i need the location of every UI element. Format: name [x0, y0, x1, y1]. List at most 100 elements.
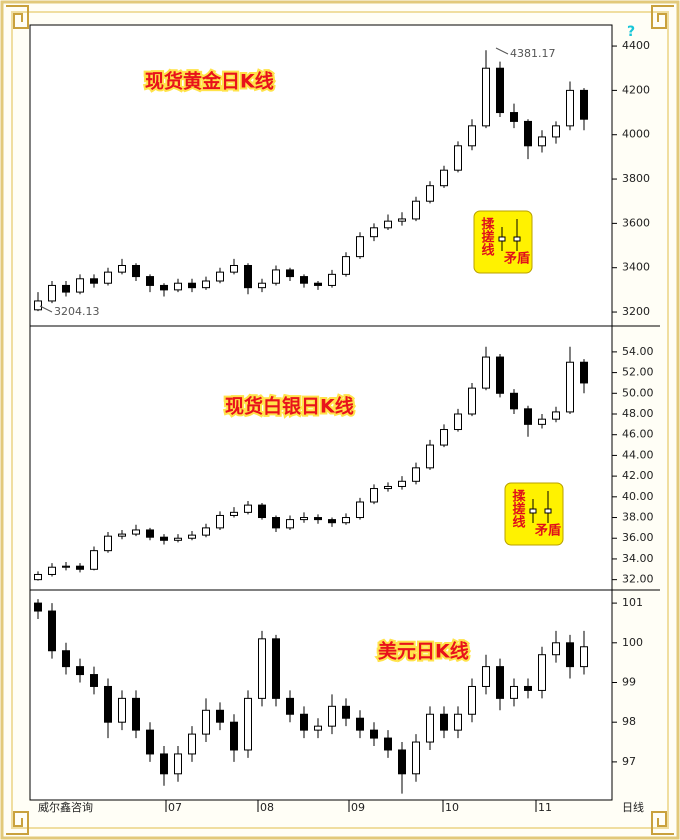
candle-body: [146, 276, 154, 286]
candle-body: [118, 697, 126, 723]
candle-body: [454, 413, 462, 431]
candle-body: [538, 418, 546, 425]
candle-body: [314, 517, 322, 521]
candle-body: [384, 220, 392, 229]
candle-body: [62, 284, 70, 293]
candle-body: [356, 501, 364, 519]
y-tick-label: 3600: [622, 216, 650, 229]
candle-body: [356, 236, 364, 258]
candle-body: [286, 697, 294, 715]
candle-body: [160, 753, 168, 775]
candle-body: [328, 519, 336, 524]
candle-body: [174, 282, 182, 291]
candle-body: [384, 737, 392, 751]
help-icon[interactable]: ?: [627, 24, 635, 40]
y-tick-label: 4000: [622, 128, 650, 141]
candle-body: [398, 218, 406, 222]
y-tick-label: 99: [622, 675, 636, 688]
candle-body: [76, 278, 84, 293]
candle-body: [146, 729, 154, 755]
candle-body: [300, 517, 308, 521]
candle-body: [202, 527, 210, 536]
corner-ornaments: [6, 5, 674, 835]
candle-body: [552, 411, 560, 420]
legend-text: 揉搓线: [479, 216, 495, 257]
y-tick-label: 100: [622, 636, 643, 649]
candle-body: [370, 729, 378, 739]
candle-body: [426, 185, 434, 202]
candle-body: [48, 566, 56, 575]
candle-body: [552, 125, 560, 138]
candle-body: [510, 685, 518, 699]
x-tick-label: 07: [168, 801, 182, 814]
candle-body: [244, 697, 252, 751]
candle-body: [482, 67, 490, 127]
y-tick-label: 34.00: [622, 552, 654, 565]
candle-body: [258, 282, 266, 289]
candle-body: [230, 511, 238, 516]
candle-body: [580, 646, 588, 668]
candle-body: [440, 713, 448, 731]
y-tick-label: 98: [622, 715, 636, 728]
candle-body: [496, 666, 504, 699]
y-tick-label: 52.00: [622, 366, 654, 379]
candle-body: [454, 145, 462, 171]
candle-body: [188, 733, 196, 755]
candle-body: [342, 256, 350, 275]
y-tick-label: 38.00: [622, 511, 654, 524]
candle-body: [244, 504, 252, 513]
y-tick-label: 97: [622, 755, 636, 768]
x-unit-label: 日线: [622, 800, 644, 814]
candle-body: [342, 705, 350, 719]
candle-body: [566, 642, 574, 668]
candle-body: [300, 713, 308, 731]
x-tick-label: 10: [445, 801, 459, 814]
candle-body: [258, 504, 266, 519]
candle-body: [328, 273, 336, 286]
candle-body: [118, 533, 126, 537]
y-tick-label: 50.00: [622, 386, 654, 399]
candle-body: [566, 89, 574, 127]
candle-body: [230, 721, 238, 751]
frame-inner: [11, 11, 669, 829]
candle-body: [48, 610, 56, 652]
candle-body: [188, 282, 196, 289]
candle-body: [552, 642, 560, 656]
annotation-leader: [39, 305, 53, 313]
candle-body: [524, 120, 532, 147]
candle-body: [454, 713, 462, 731]
y-tick-label: 44.00: [622, 448, 654, 461]
y-tick-label: 46.00: [622, 428, 654, 441]
x-tick-label: 09: [351, 801, 365, 814]
candle-body: [580, 89, 588, 120]
y-tick-label: 42.00: [622, 469, 654, 482]
candle-body: [398, 480, 406, 487]
candle-body: [90, 278, 98, 284]
x-tick-label: 11: [538, 801, 552, 814]
candle-body: [580, 361, 588, 384]
candle-body: [34, 602, 42, 612]
candle-body: [412, 467, 420, 482]
candle-body: [62, 650, 70, 668]
candle-body: [328, 705, 336, 727]
candle-body: [230, 264, 238, 273]
candle-body: [258, 638, 266, 699]
legend-text: 揉搓线: [510, 488, 526, 529]
y-tick-label: 40.00: [622, 490, 654, 503]
y-tick-label: 3200: [622, 305, 650, 318]
legend-icon: [498, 236, 506, 242]
candle-body: [90, 550, 98, 570]
y-tick-label: 36.00: [622, 531, 654, 544]
candle-body: [174, 753, 182, 775]
y-tick-label: 101: [622, 596, 643, 609]
panel-title: 现货黄金日K线: [145, 70, 274, 93]
plot-frame: [29, 24, 613, 801]
candle-body: [356, 717, 364, 731]
candle-body: [244, 264, 252, 289]
candle-body: [202, 280, 210, 289]
candle-body: [398, 749, 406, 775]
candle-body: [34, 573, 42, 581]
candle-body: [132, 529, 140, 535]
candle-body: [440, 169, 448, 187]
